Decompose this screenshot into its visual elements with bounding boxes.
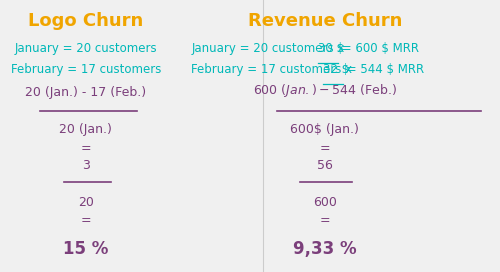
Text: 9,33 %: 9,33 % bbox=[293, 240, 356, 258]
Text: 3: 3 bbox=[82, 159, 90, 172]
Text: 32 $: 32 $ bbox=[323, 63, 349, 76]
Text: January = 20 customers: January = 20 customers bbox=[14, 42, 157, 55]
Text: =: = bbox=[80, 214, 91, 227]
Text: Revenue Churn: Revenue Churn bbox=[248, 12, 402, 30]
Text: 56: 56 bbox=[317, 159, 333, 172]
Text: 30 $: 30 $ bbox=[318, 42, 344, 55]
Text: January = 20 customers x: January = 20 customers x bbox=[192, 42, 348, 55]
Text: 600$ (Jan.): 600$ (Jan.) bbox=[290, 123, 360, 136]
Text: =: = bbox=[80, 142, 91, 155]
Text: 600: 600 bbox=[313, 196, 337, 209]
Text: Logo Churn: Logo Churn bbox=[28, 12, 144, 30]
Text: 20: 20 bbox=[78, 196, 94, 209]
Text: 15 %: 15 % bbox=[63, 240, 108, 258]
Text: 20 (Jan.) - 17 (Feb.): 20 (Jan.) - 17 (Feb.) bbox=[26, 86, 146, 99]
Text: 600 $ (Jan.) - 544 $ (Feb.): 600 $ (Jan.) - 544 $ (Feb.) bbox=[253, 82, 397, 99]
Text: =: = bbox=[320, 214, 330, 227]
Text: = 544 $ MRR: = 544 $ MRR bbox=[344, 63, 424, 76]
Text: February = 17 customers x: February = 17 customers x bbox=[192, 63, 356, 76]
Text: =: = bbox=[320, 142, 330, 155]
Text: February = 17 customers: February = 17 customers bbox=[10, 63, 161, 76]
Text: 20 (Jan.): 20 (Jan.) bbox=[60, 123, 112, 136]
Text: = 600 $ MRR: = 600 $ MRR bbox=[338, 42, 419, 55]
